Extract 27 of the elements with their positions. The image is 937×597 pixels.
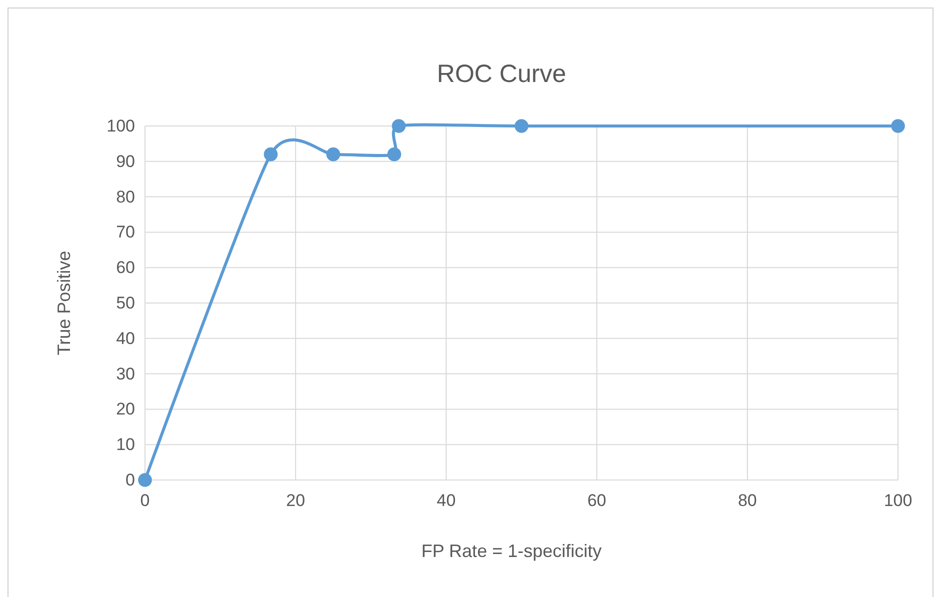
x-tick-label: 60	[587, 491, 606, 510]
point	[326, 147, 340, 162]
y-axis-title: True Positive	[54, 250, 74, 356]
point	[387, 147, 402, 162]
chart-title: ROC Curve	[436, 60, 566, 88]
y-tick-label: 0	[126, 470, 135, 490]
y-tick-label: 100	[106, 116, 135, 136]
point	[264, 147, 278, 162]
x-tick-label: 80	[738, 491, 757, 510]
y-tick-label: 70	[116, 222, 135, 242]
y-tick-label: 20	[116, 400, 135, 419]
point	[891, 119, 905, 133]
x-tick-label: 20	[286, 491, 306, 510]
x-axis-title: FP Rate = 1-specificity	[421, 541, 602, 561]
y-tick-label: 50	[116, 293, 135, 312]
y-tick-label: 30	[116, 364, 135, 384]
y-tick-label: 40	[116, 328, 135, 348]
point	[392, 119, 406, 133]
y-tick-label: 60	[116, 258, 135, 278]
y-tick-label: 10	[116, 435, 135, 454]
x-tick-label: 0	[140, 491, 150, 510]
y-tick-label: 80	[116, 187, 135, 206]
y-tick-label: 90	[116, 152, 135, 171]
x-tick-label: 100	[884, 491, 912, 510]
point	[514, 119, 528, 133]
x-tick-label: 40	[436, 491, 456, 510]
point	[138, 473, 152, 487]
